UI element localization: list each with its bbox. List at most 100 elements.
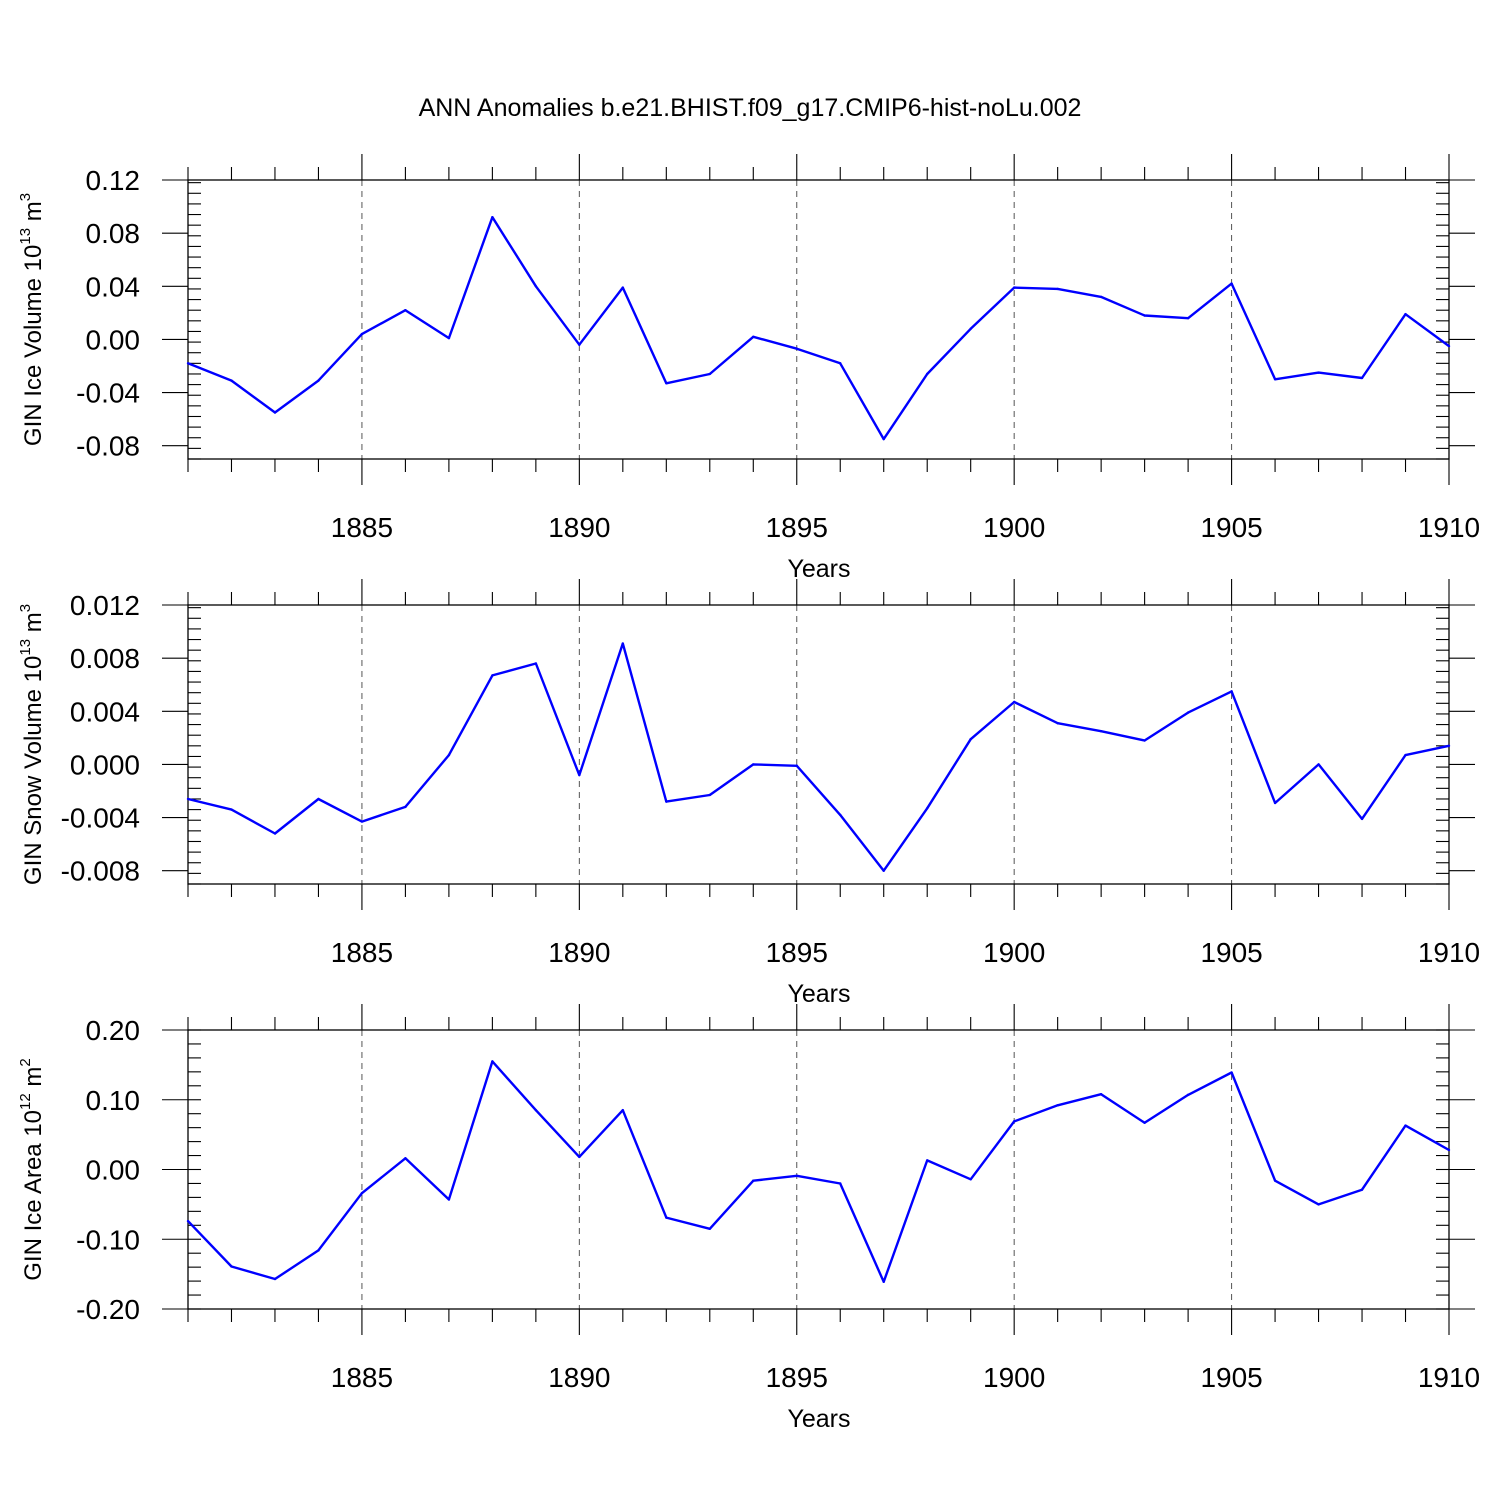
data-point: [186, 362, 190, 365]
data-point: [665, 800, 668, 803]
y-tick-label: 0.000: [70, 749, 140, 780]
data-point: [1099, 1092, 1103, 1096]
data-point: [230, 808, 233, 811]
panel-2: -0.008 -0.004 0.000 0.004 0.008 0.012 1885 1890…: [17, 579, 1480, 1008]
data-point: [1273, 1179, 1277, 1182]
x-tick-label: 1885: [331, 512, 393, 543]
y-axis-label-exponent: 13: [17, 639, 34, 656]
plot-frame: [187, 604, 1450, 885]
data-point: [621, 286, 625, 289]
data-point: [708, 1227, 711, 1230]
x-tick-label: 1905: [1200, 937, 1262, 968]
data-point: [795, 347, 798, 350]
data-point: [969, 737, 972, 741]
data-point: [882, 869, 885, 872]
data-point: [273, 832, 277, 835]
data-point: [1186, 316, 1190, 320]
x-tick-label: 1890: [548, 512, 610, 543]
data-point: [578, 343, 581, 346]
y-axis-label-exponent: 13: [17, 228, 34, 245]
data-point: [578, 773, 581, 777]
y-tick-label: 0.20: [86, 1015, 141, 1046]
x-tick-label: 1910: [1418, 937, 1480, 968]
data-point: [839, 813, 842, 817]
y-axis-label-unit: m: [20, 612, 47, 639]
data-point: [1099, 295, 1103, 299]
plot-frame: [187, 179, 1450, 460]
data-point: [578, 1155, 581, 1159]
data-point: [273, 1277, 277, 1281]
x-tick-label: 1885: [331, 1362, 393, 1393]
data-point: [1360, 817, 1364, 821]
data-point: [1012, 700, 1016, 704]
data-point: [752, 763, 755, 766]
y-tick-label: -0.20: [76, 1294, 140, 1325]
data-point: [1099, 730, 1103, 733]
y-axis-label-unit-exponent: 2: [17, 1058, 34, 1066]
x-tick-label: 1910: [1418, 1362, 1480, 1393]
data-point: [404, 309, 407, 312]
data-point: [1230, 690, 1233, 693]
data-point: [926, 807, 929, 810]
y-tick-label: -0.004: [61, 803, 140, 834]
series-line: [187, 215, 1450, 441]
data-point: [317, 797, 320, 801]
data-point: [360, 1192, 364, 1195]
x-tick-label: 1905: [1200, 1362, 1262, 1393]
data-point: [404, 1157, 407, 1160]
data-point: [839, 362, 842, 365]
data-point: [1230, 282, 1233, 285]
data-point: [1056, 722, 1059, 725]
data-point: [447, 1198, 451, 1201]
x-tick-label: 1910: [1418, 512, 1480, 543]
panel-3: -0.20 -0.10 0.00 0.10 0.20 1885 1890 1895 1900 19…: [17, 1004, 1480, 1433]
data-point: [1143, 739, 1146, 742]
data-point: [1230, 1071, 1233, 1074]
x-tick-label: 1900: [983, 937, 1045, 968]
data-point: [360, 332, 364, 336]
data-point: [1447, 1148, 1451, 1152]
x-tick-label: 1900: [983, 512, 1045, 543]
x-axis-label: Years: [787, 1405, 850, 1433]
data-point: [1186, 711, 1190, 714]
data-point: [752, 1179, 755, 1182]
x-tick-label: 1895: [766, 512, 828, 543]
y-axis-label-text: GIN Ice Volume 10: [20, 245, 47, 446]
y-tick-label: -0.08: [76, 431, 140, 462]
y-tick-label: 0.10: [86, 1085, 141, 1116]
data-point: [491, 1060, 494, 1063]
data-point: [534, 1109, 538, 1112]
data-point: [926, 1159, 929, 1162]
y-axis-label-text: GIN Snow Volume 10: [20, 656, 47, 885]
y-tick-label: 0.004: [70, 696, 140, 727]
data-point: [1143, 1121, 1146, 1124]
y-tick-label: 0.00: [86, 1155, 141, 1186]
data-point: [273, 411, 277, 414]
data-point: [186, 797, 190, 801]
data-point: [665, 1216, 668, 1219]
data-point: [491, 674, 494, 677]
data-point: [360, 820, 364, 823]
data-point: [752, 335, 755, 338]
data-point: [1404, 312, 1407, 316]
x-tick-label: 1900: [983, 1362, 1045, 1393]
data-point: [926, 372, 929, 376]
x-tick-label: 1895: [766, 937, 828, 968]
series-line: [187, 1060, 1450, 1284]
x-axis-label: Years: [787, 980, 850, 1008]
data-point: [1012, 286, 1016, 289]
data-point: [1273, 801, 1277, 805]
data-point: [230, 379, 233, 382]
data-point: [1186, 1093, 1190, 1097]
data-point: [447, 336, 451, 340]
y-axis-label: GIN Ice Area 1012 m2: [17, 1058, 47, 1280]
y-axis-label-unit: m: [20, 201, 47, 228]
y-axis-label-unit-exponent: 3: [17, 193, 34, 201]
data-point: [795, 1174, 798, 1177]
data-point: [1056, 1104, 1059, 1107]
x-tick-label: 1890: [548, 937, 610, 968]
y-tick-label: 0.00: [86, 324, 141, 355]
x-axis-label: Years: [787, 555, 850, 583]
data-point: [882, 437, 885, 441]
